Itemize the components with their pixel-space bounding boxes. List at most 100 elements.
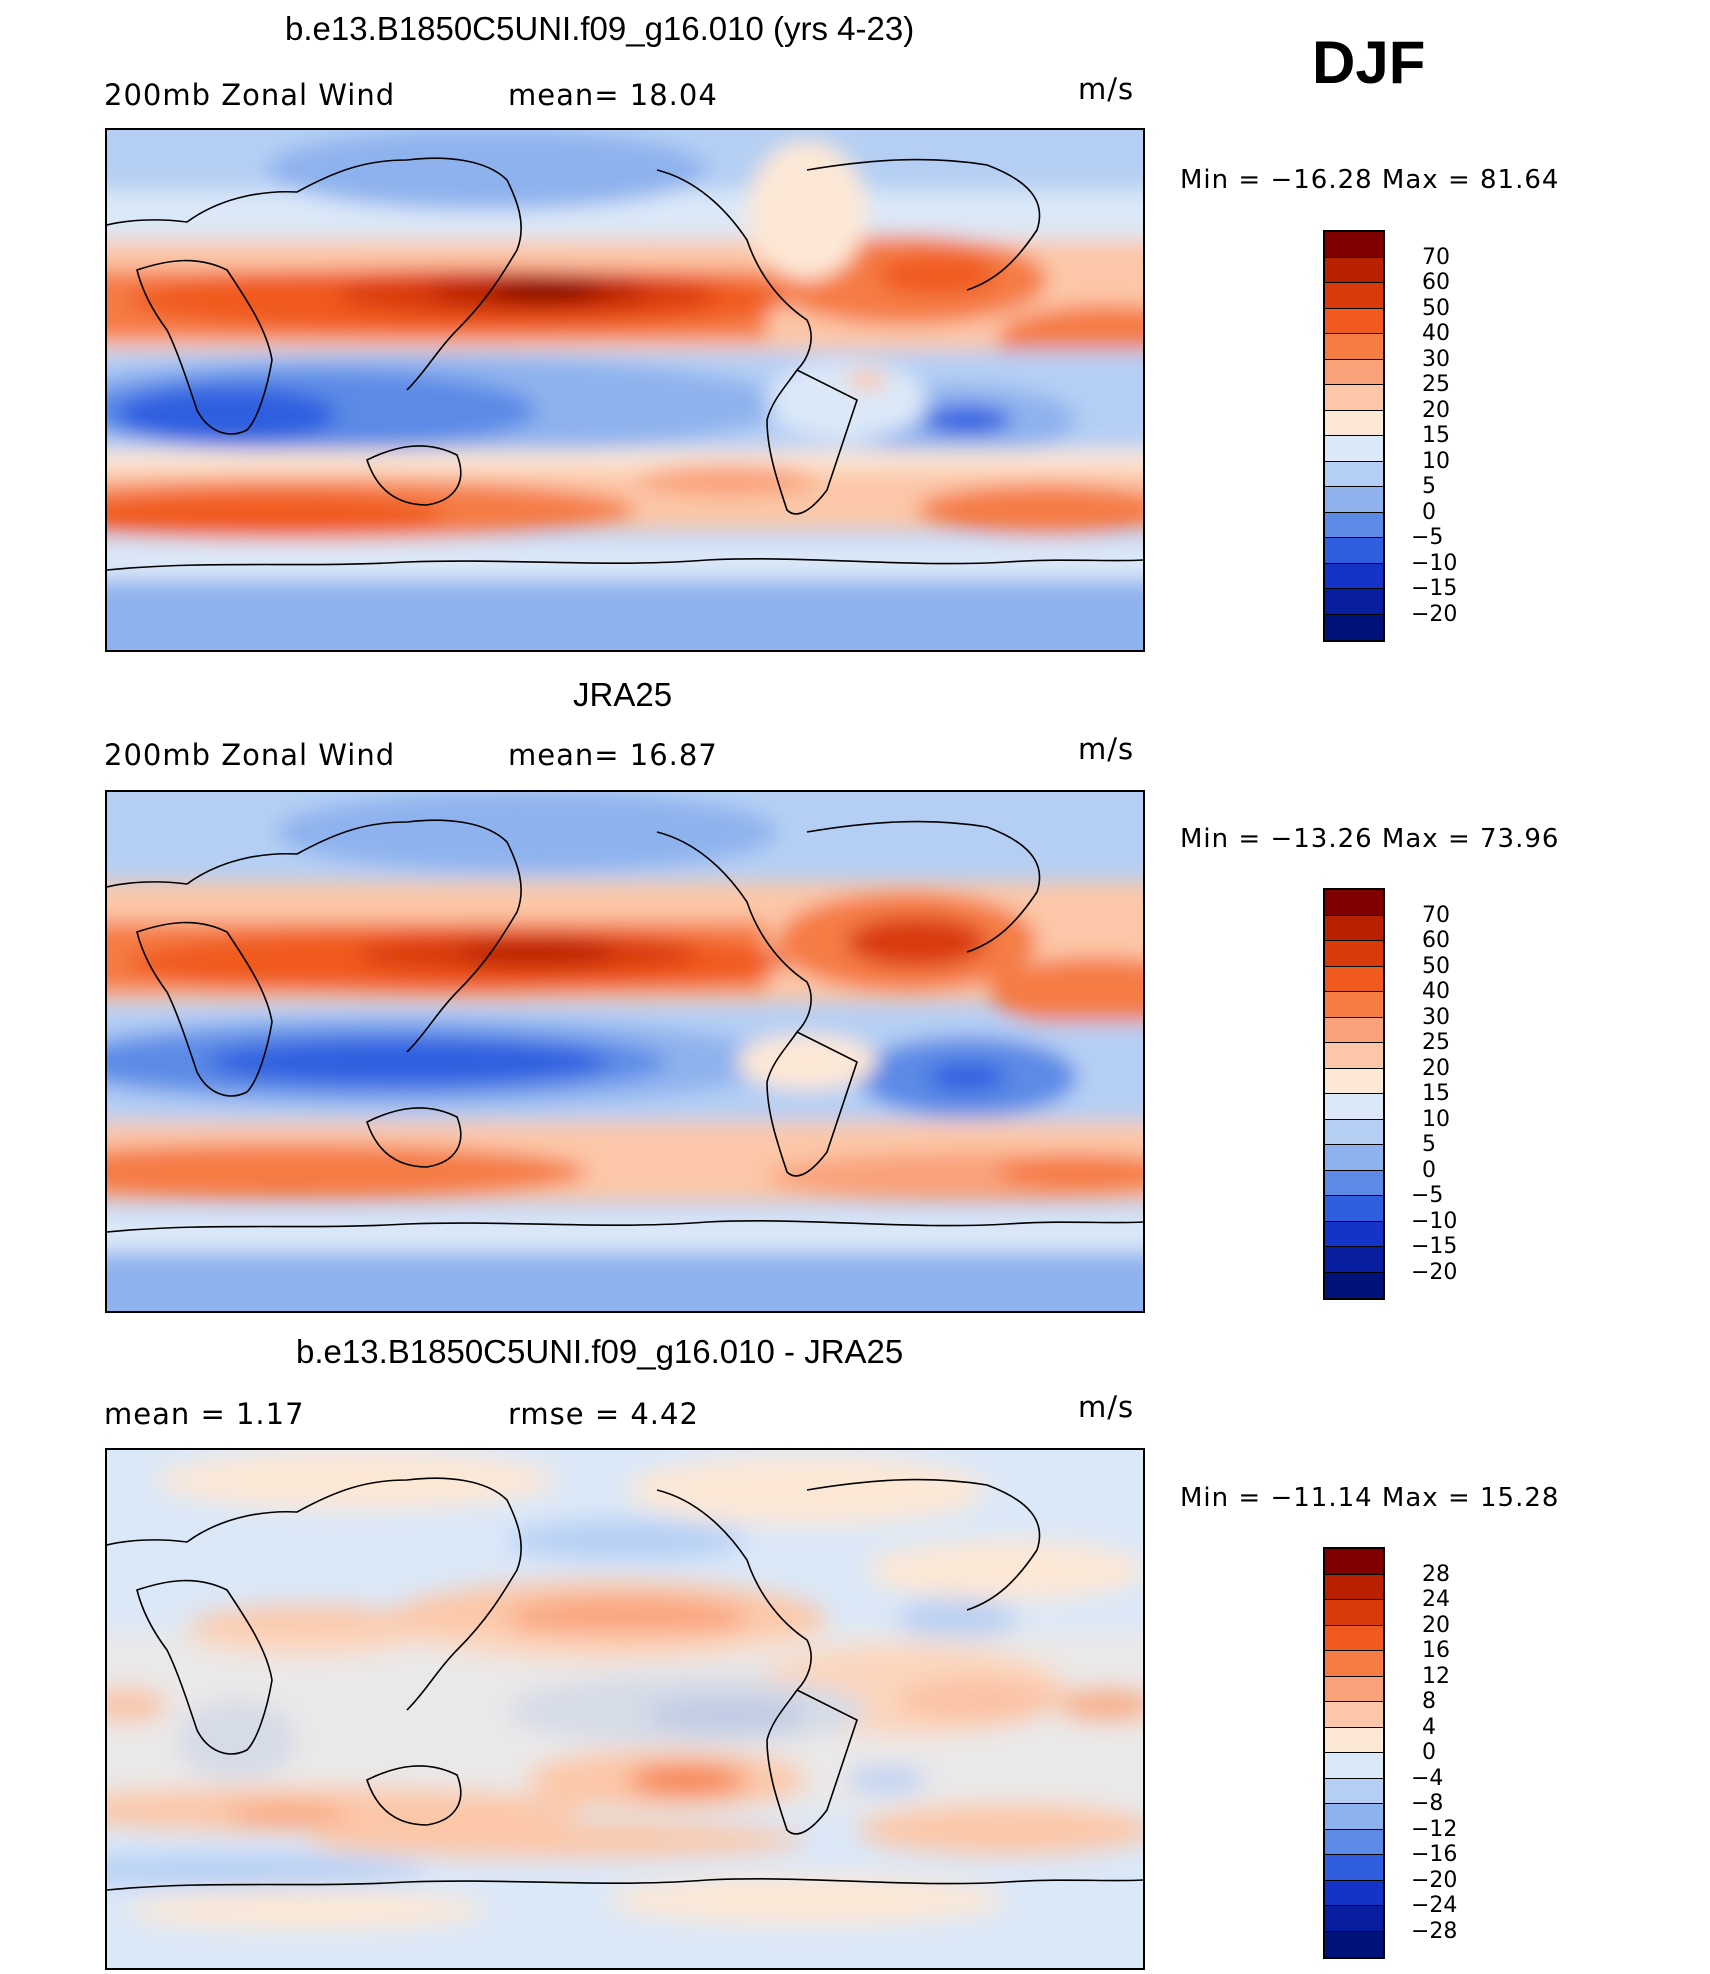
colorbar-swatch bbox=[1325, 1931, 1383, 1957]
colorbar-swatch bbox=[1325, 1651, 1383, 1677]
colorbar-tick-label: 70 bbox=[1422, 902, 1450, 928]
colorbar-tick-label: −15 bbox=[1411, 1234, 1458, 1259]
colorbar-model bbox=[1323, 230, 1385, 642]
colorbar-tick-label: 5 bbox=[1422, 1132, 1436, 1157]
colorbar-tick-label: −20 bbox=[1411, 1259, 1458, 1285]
map-diff bbox=[105, 1448, 1145, 1970]
colorbar-swatch bbox=[1325, 1906, 1383, 1932]
panel-title-diff: b.e13.B1850C5UNI.f09_g16.010 - JRA25 bbox=[296, 1333, 904, 1370]
colorbar-swatch bbox=[1325, 512, 1383, 538]
colorbar-tick-label: −8 bbox=[1411, 1791, 1444, 1816]
colorbar-tick-label: 20 bbox=[1422, 397, 1450, 423]
colorbar-swatch bbox=[1325, 232, 1383, 258]
colorbar-swatch bbox=[1325, 1119, 1383, 1145]
colorbar-tick-label: 15 bbox=[1422, 1081, 1450, 1106]
colorbar-swatch bbox=[1325, 1247, 1383, 1273]
colorbar-swatch bbox=[1325, 1600, 1383, 1626]
colorbar-tick-label: −10 bbox=[1411, 1208, 1458, 1234]
colorbar-tick-label: 30 bbox=[1422, 346, 1450, 372]
colorbar-tick-label: 20 bbox=[1422, 1612, 1450, 1638]
colorbar-tick-label: 16 bbox=[1422, 1638, 1450, 1663]
colorbar-swatch bbox=[1325, 1676, 1383, 1702]
colorbar-swatch bbox=[1325, 385, 1383, 411]
colorbar-swatch bbox=[1325, 1196, 1383, 1222]
colorbar-swatch bbox=[1325, 1017, 1383, 1043]
colorbar-tick-label: 10 bbox=[1422, 448, 1450, 474]
minmax-obs: Min = −13.26 Max = 73.96 bbox=[1180, 824, 1560, 854]
colorbar-swatch bbox=[1325, 1221, 1383, 1247]
colorbar-tick-label: 50 bbox=[1422, 295, 1450, 321]
colorbar-swatch bbox=[1325, 1778, 1383, 1804]
colorbar-tick-label: −16 bbox=[1411, 1842, 1458, 1867]
contour-field-obs bbox=[107, 792, 1143, 1311]
colorbar-tick-label: 50 bbox=[1422, 953, 1450, 979]
colorbar-tick-label: 60 bbox=[1422, 270, 1450, 295]
colorbar-swatch bbox=[1325, 1753, 1383, 1779]
colorbar-swatch bbox=[1325, 436, 1383, 462]
coastlines-model bbox=[107, 157, 1143, 571]
colorbar-tick-label: −20 bbox=[1411, 1867, 1458, 1893]
colorbar-tick-label: 28 bbox=[1422, 1561, 1450, 1587]
panel-left-label-obs: 200mb Zonal Wind bbox=[104, 738, 396, 772]
colorbar-swatch bbox=[1325, 966, 1383, 992]
colorbar-tick-label: 24 bbox=[1422, 1587, 1450, 1612]
colorbar-swatch bbox=[1325, 890, 1383, 916]
panel-rmse-diff: rmse = 4.42 bbox=[508, 1397, 699, 1431]
colorbar-tick-label: 25 bbox=[1422, 372, 1450, 397]
colorbar-tick-label: 12 bbox=[1422, 1663, 1450, 1689]
colorbar-swatch bbox=[1325, 1880, 1383, 1906]
contour-field-diff bbox=[107, 1450, 1143, 1968]
colorbar-tick-label: 40 bbox=[1422, 979, 1450, 1004]
panel-title-model: b.e13.B1850C5UNI.f09_g16.010 (yrs 4-23) bbox=[285, 10, 915, 47]
colorbar-tick-label: 30 bbox=[1422, 1004, 1450, 1030]
colorbar-tick-label: 0 bbox=[1422, 499, 1436, 525]
colorbar-tick-label: 40 bbox=[1422, 321, 1450, 346]
colorbar-swatch bbox=[1325, 992, 1383, 1018]
colorbar-swatch bbox=[1325, 1549, 1383, 1575]
colorbar-tick-label: 8 bbox=[1422, 1689, 1436, 1714]
colorbar-diff bbox=[1323, 1547, 1385, 1959]
colorbar-swatch bbox=[1325, 334, 1383, 360]
panel-mean-obs: mean= 16.87 bbox=[508, 738, 718, 772]
colorbar-swatch bbox=[1325, 1625, 1383, 1651]
map-obs bbox=[105, 790, 1145, 1313]
colorbar-swatch bbox=[1325, 1272, 1383, 1298]
colorbar-tick-label: 5 bbox=[1422, 474, 1436, 499]
panel-mean-diff: mean = 1.17 bbox=[104, 1397, 305, 1431]
colorbar-tick-label: −15 bbox=[1411, 576, 1458, 601]
minmax-diff: Min = −11.14 Max = 15.28 bbox=[1180, 1483, 1560, 1513]
colorbar-tick-label: −24 bbox=[1411, 1893, 1458, 1918]
colorbar-tick-label: 70 bbox=[1422, 244, 1450, 270]
colorbar-swatch bbox=[1325, 1068, 1383, 1094]
colorbar-swatch bbox=[1325, 1702, 1383, 1728]
panel-left-label-model: 200mb Zonal Wind bbox=[104, 78, 396, 112]
map-model bbox=[105, 128, 1145, 652]
colorbar-tick-label: 25 bbox=[1422, 1030, 1450, 1055]
colorbar-swatch bbox=[1325, 1829, 1383, 1855]
colorbar-tick-label: −12 bbox=[1411, 1816, 1458, 1842]
colorbar-swatch bbox=[1325, 1804, 1383, 1830]
colorbar-swatch bbox=[1325, 1574, 1383, 1600]
colorbar-swatch bbox=[1325, 283, 1383, 309]
colorbar-tick-label: −5 bbox=[1411, 1183, 1444, 1208]
colorbar-swatch bbox=[1325, 1145, 1383, 1171]
colorbar-tick-label: 0 bbox=[1422, 1157, 1436, 1183]
colorbar-tick-label: −4 bbox=[1411, 1765, 1444, 1791]
colorbar-tick-label: −5 bbox=[1411, 525, 1444, 550]
panel-units-obs: m/s bbox=[1078, 732, 1135, 766]
colorbar-tick-label: 60 bbox=[1422, 928, 1450, 953]
colorbar-swatch bbox=[1325, 1170, 1383, 1196]
panel-title-obs: JRA25 bbox=[573, 676, 673, 713]
colorbar-swatch bbox=[1325, 915, 1383, 941]
coastlines-obs bbox=[107, 819, 1143, 1233]
colorbar-tick-label: 4 bbox=[1422, 1714, 1436, 1740]
colorbar-swatch bbox=[1325, 589, 1383, 615]
colorbar-obs bbox=[1323, 888, 1385, 1300]
colorbar-swatch bbox=[1325, 359, 1383, 385]
colorbar-swatch bbox=[1325, 563, 1383, 589]
colorbar-swatch bbox=[1325, 487, 1383, 513]
panel-mean-model: mean= 18.04 bbox=[508, 78, 718, 112]
panel-units-model: m/s bbox=[1078, 72, 1135, 106]
colorbar-tick-label: −28 bbox=[1411, 1918, 1458, 1944]
contour-field-model bbox=[107, 130, 1143, 650]
